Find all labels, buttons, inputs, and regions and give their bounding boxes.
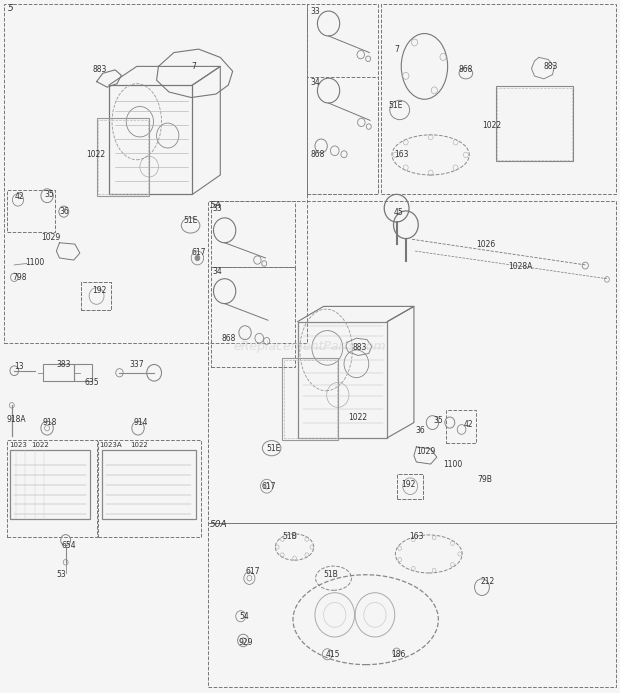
Bar (4, 4, 307, 343)
Bar (495, 87, 573, 161)
Bar (397, 474, 423, 499)
Bar (81, 282, 111, 310)
Text: 1023A: 1023A (100, 441, 122, 448)
Text: 79B: 79B (477, 475, 492, 484)
Text: 635: 635 (84, 378, 99, 387)
Text: 50A: 50A (210, 520, 228, 529)
Text: 36: 36 (415, 426, 425, 435)
Bar (99, 120, 148, 194)
Text: 186: 186 (392, 650, 406, 659)
Bar (10, 450, 91, 519)
Bar (43, 364, 74, 381)
Text: 918: 918 (43, 418, 57, 427)
Text: 654: 654 (61, 541, 76, 550)
Text: 51E: 51E (267, 444, 281, 453)
Bar (307, 4, 378, 194)
Text: 5A: 5A (210, 201, 222, 210)
Text: 1026: 1026 (476, 240, 495, 249)
Text: 51E: 51E (183, 216, 198, 225)
Circle shape (195, 255, 200, 261)
Text: 51E: 51E (388, 101, 402, 110)
Bar (7, 440, 97, 536)
Text: 415: 415 (326, 650, 340, 659)
Text: 54: 54 (239, 612, 249, 621)
Text: 868: 868 (458, 65, 473, 74)
Text: 1022: 1022 (482, 121, 501, 130)
Text: 883: 883 (92, 65, 107, 74)
Bar (307, 77, 378, 194)
Text: 914: 914 (134, 418, 148, 427)
Text: 7: 7 (191, 62, 196, 71)
Text: 192: 192 (92, 286, 107, 295)
Text: 383: 383 (56, 360, 71, 369)
Text: 1029: 1029 (417, 447, 436, 456)
Bar (497, 88, 572, 160)
Text: 1100: 1100 (443, 459, 463, 468)
Bar (97, 119, 149, 195)
Text: 163: 163 (409, 532, 423, 541)
Bar (211, 201, 294, 267)
Text: 883: 883 (544, 62, 558, 71)
Bar (211, 267, 294, 367)
Bar (381, 4, 616, 194)
Text: 45: 45 (394, 208, 403, 217)
Text: 13: 13 (14, 362, 24, 371)
Bar (208, 523, 616, 687)
Text: 36: 36 (60, 207, 69, 216)
Text: 163: 163 (394, 150, 409, 159)
Text: 617: 617 (245, 567, 260, 576)
Text: 1029: 1029 (41, 233, 60, 242)
Text: 1100: 1100 (25, 258, 45, 267)
Text: 918A: 918A (7, 414, 27, 423)
Bar (7, 190, 55, 231)
Text: 35: 35 (44, 190, 54, 199)
Text: 51B: 51B (282, 532, 297, 541)
Text: 5: 5 (8, 3, 14, 12)
Text: 51B: 51B (324, 570, 339, 579)
Text: 1022: 1022 (131, 441, 148, 448)
Text: 1028A: 1028A (508, 263, 533, 272)
Text: 883: 883 (352, 344, 366, 352)
Bar (284, 360, 337, 439)
Text: 617: 617 (262, 482, 277, 491)
Text: 35: 35 (434, 416, 443, 425)
Text: 337: 337 (130, 360, 144, 369)
Text: 1022: 1022 (32, 441, 50, 448)
Bar (99, 440, 200, 536)
Text: 868: 868 (221, 334, 236, 343)
Bar (81, 282, 111, 310)
Bar (102, 450, 195, 519)
Text: 34: 34 (213, 267, 223, 277)
Text: 212: 212 (480, 577, 494, 586)
Text: 929: 929 (239, 638, 254, 647)
Text: 192: 192 (402, 480, 416, 489)
Text: 53: 53 (56, 570, 66, 579)
Text: 798: 798 (12, 273, 26, 282)
Text: 42: 42 (463, 420, 473, 429)
Bar (298, 322, 388, 438)
Text: 1022: 1022 (348, 412, 368, 421)
Bar (74, 364, 92, 381)
Text: 1022: 1022 (86, 150, 105, 159)
Text: 7: 7 (394, 44, 399, 53)
Text: 868: 868 (311, 150, 325, 159)
Text: 617: 617 (191, 248, 206, 257)
Bar (446, 410, 476, 444)
Text: 1023: 1023 (9, 441, 27, 448)
Bar (282, 358, 338, 440)
Bar (397, 474, 423, 499)
Text: 42: 42 (14, 192, 24, 201)
Text: 33: 33 (311, 6, 321, 15)
Bar (109, 85, 192, 194)
Text: eReplacementParts.com: eReplacementParts.com (234, 340, 386, 353)
Text: 33: 33 (213, 204, 223, 213)
Text: 34: 34 (311, 78, 321, 87)
Bar (208, 201, 616, 523)
